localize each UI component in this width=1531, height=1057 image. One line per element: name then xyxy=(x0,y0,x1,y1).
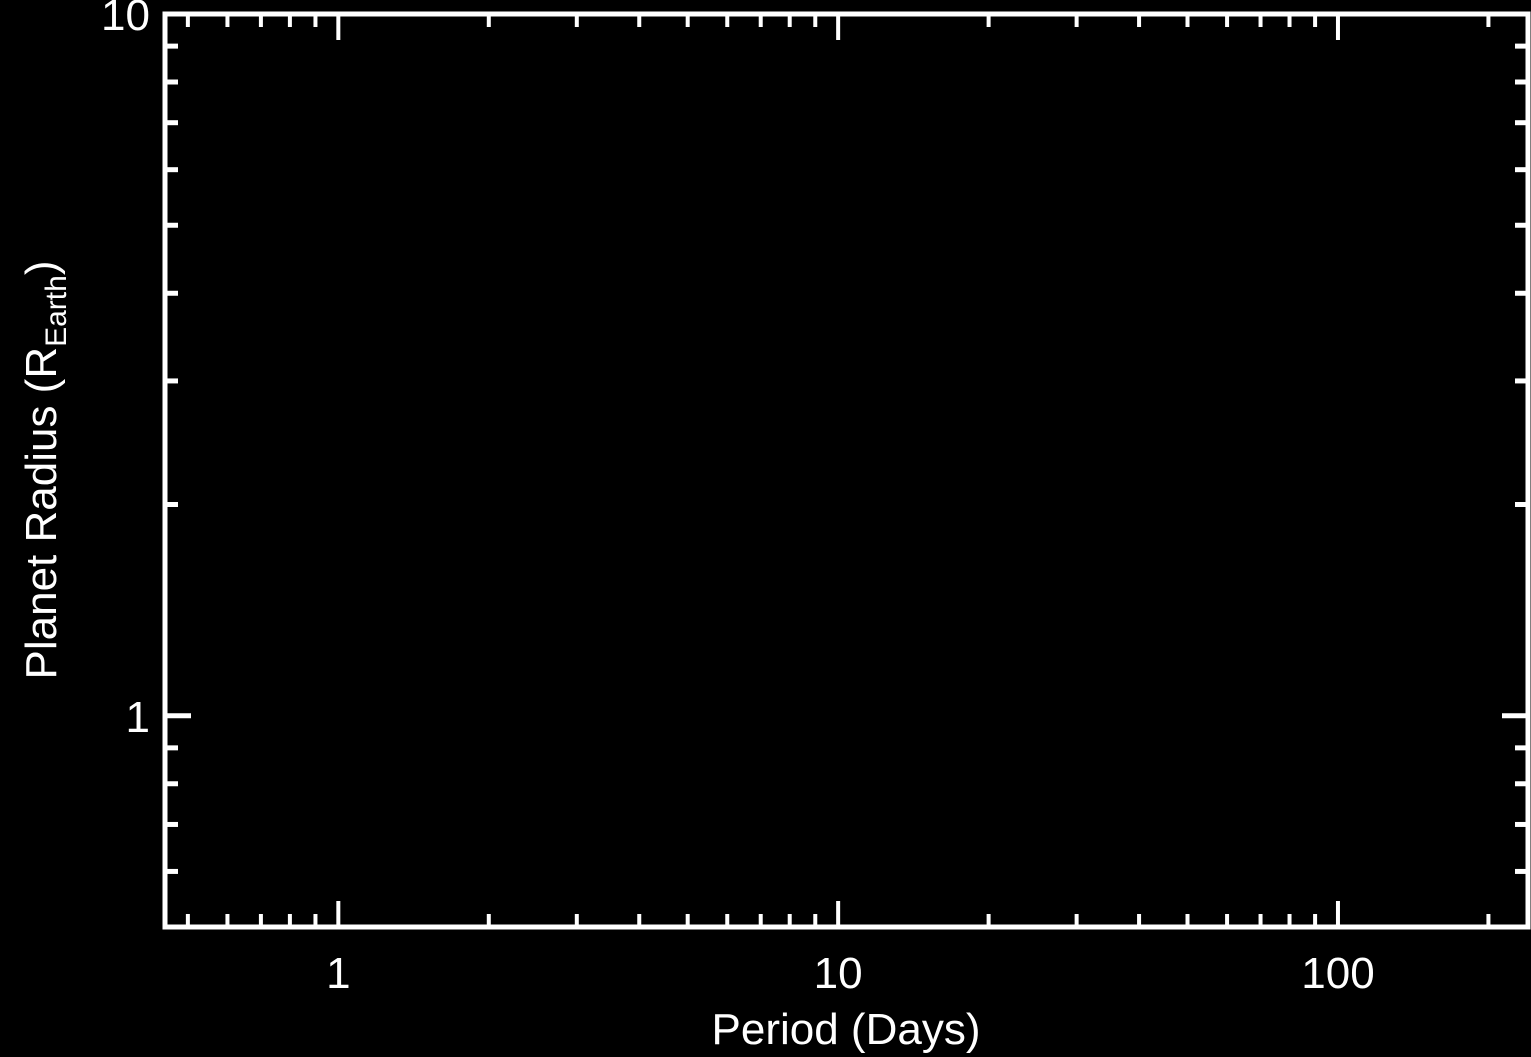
y-axis-title-suffix: ) xyxy=(17,261,66,276)
x-tick-label: 100 xyxy=(1301,949,1374,998)
y-axis-title: Planet Radius (REarth) xyxy=(17,261,73,680)
y-axis-title-main: Planet Radius (R xyxy=(17,347,66,680)
y-tick-label: 10 xyxy=(101,0,150,40)
y-tick-labels: 1 10 xyxy=(101,0,150,742)
x-tick-labels: 1 10 100 xyxy=(326,949,1375,998)
x-axis-title: Period (Days) xyxy=(712,1005,981,1054)
x-tick-label: 10 xyxy=(814,949,863,998)
y-axis-title-subscript: Earth xyxy=(40,275,73,347)
x-tick-label: 1 xyxy=(326,949,350,998)
plot-frame xyxy=(162,11,1531,930)
y-tick-label: 1 xyxy=(126,693,150,742)
